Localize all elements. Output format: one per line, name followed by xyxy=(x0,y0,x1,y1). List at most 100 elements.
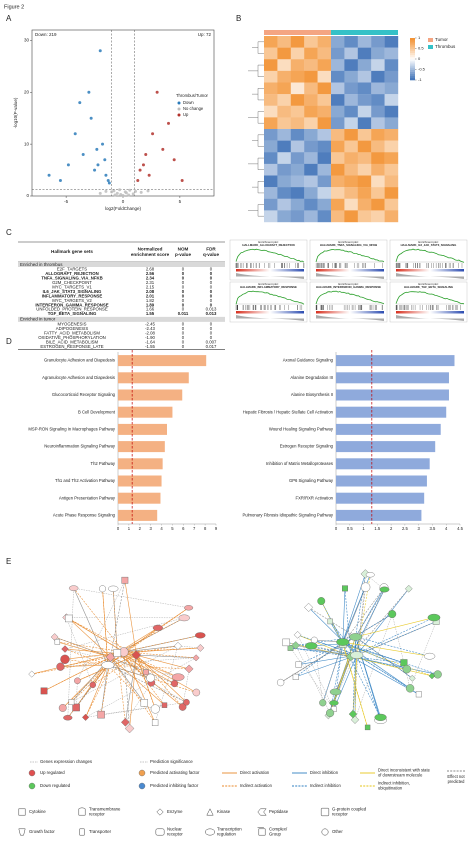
x-tick-label: 1.5 xyxy=(374,526,380,531)
heat-cell xyxy=(304,175,318,188)
legend-label: Transmembrane xyxy=(89,807,121,812)
panel-label: E xyxy=(6,557,11,566)
gsea-curve xyxy=(315,290,385,305)
heat-cell xyxy=(384,70,399,83)
legend-label: Up regulated xyxy=(40,770,65,775)
heat-cell xyxy=(277,36,291,48)
network-edge xyxy=(60,656,111,667)
point xyxy=(98,49,102,53)
network-edge xyxy=(68,618,124,653)
bar xyxy=(118,492,161,504)
gsea-curve xyxy=(235,290,305,305)
dendrogram xyxy=(252,134,264,147)
table-cell: 2.01 xyxy=(146,293,155,298)
network-node xyxy=(428,672,436,680)
network-node xyxy=(173,641,182,650)
legend-shape xyxy=(257,827,266,836)
table-cell: 0 xyxy=(210,322,213,327)
heat-cell xyxy=(384,94,399,106)
colorbar-label: -1 xyxy=(418,77,422,82)
x-tick-label: 3 xyxy=(417,526,420,531)
heat-cell xyxy=(317,36,332,48)
heat-cell xyxy=(371,210,385,223)
network-node xyxy=(108,585,119,592)
colorbar-step xyxy=(410,46,415,49)
table-cell: 1.82 xyxy=(146,298,155,303)
x-tick-label: 9 xyxy=(215,526,218,531)
network-node xyxy=(184,605,194,611)
heat-cell xyxy=(317,129,332,141)
x-tick-label: -5 xyxy=(64,199,68,204)
group-bar xyxy=(331,30,398,35)
legend-shape xyxy=(78,807,86,816)
network-node xyxy=(304,602,314,612)
bar xyxy=(118,372,189,384)
heat-cell xyxy=(317,152,332,165)
network-edge xyxy=(298,643,343,665)
table-cell: 0 xyxy=(210,284,213,289)
heat-cell xyxy=(277,105,291,118)
panel-label: A xyxy=(6,14,12,23)
point xyxy=(107,181,111,185)
x-tick-label: 2 xyxy=(390,526,393,531)
point xyxy=(78,101,82,105)
heat-cell xyxy=(331,175,345,188)
heat-cell xyxy=(331,36,345,48)
network-node xyxy=(404,584,413,593)
network-node xyxy=(68,699,75,705)
network-edge xyxy=(110,656,165,706)
heat-cell xyxy=(344,163,358,176)
heat-cell xyxy=(290,117,305,130)
heat-cell xyxy=(290,129,305,141)
network-edge xyxy=(75,652,118,708)
heat-cell xyxy=(371,117,385,130)
table-header: Hallmark gene sets xyxy=(51,249,93,254)
colorbar-step xyxy=(410,63,415,66)
heat-cell xyxy=(317,163,332,176)
table-cell: ADIPOGENESIS xyxy=(56,326,89,331)
heat-cell xyxy=(277,82,291,95)
heat-cell xyxy=(344,59,358,72)
table-cell: 0 xyxy=(210,330,213,335)
network-edge xyxy=(124,580,137,656)
panel-label: C xyxy=(6,228,12,237)
heat-cell xyxy=(331,94,345,106)
heat-cell xyxy=(344,152,358,165)
legend-label: Kinase xyxy=(217,809,231,814)
network-edge xyxy=(85,657,197,718)
network-edge xyxy=(295,654,357,678)
network-node xyxy=(184,664,194,674)
legend-shape xyxy=(156,808,164,816)
table-cell: 2.15 xyxy=(146,284,155,289)
table-cell: 0 xyxy=(182,298,185,303)
x-tick-label: 4 xyxy=(160,526,163,531)
heat-cell xyxy=(304,140,318,153)
heat-cell xyxy=(331,152,345,165)
section-band xyxy=(18,316,225,322)
x-tick-label: 4.5 xyxy=(457,526,463,531)
gsea-title: HALLMARK_IL6_JAK_STAT3_SIGNALING xyxy=(401,243,457,247)
heat-cell xyxy=(290,175,305,188)
x-tick-label: 0 xyxy=(117,526,120,531)
table-cell: 0 xyxy=(210,280,213,285)
category-label: Th2 Pathway xyxy=(91,461,116,466)
colorbar-step xyxy=(410,73,415,77)
legend-heading: Genes expression changes xyxy=(40,759,92,764)
network-node xyxy=(196,644,205,652)
network-node xyxy=(152,624,163,631)
network-node xyxy=(121,717,130,727)
legend-label: receptor xyxy=(167,832,183,837)
network-edge xyxy=(355,617,435,638)
table-cell: G2M_CHECKPOINT xyxy=(52,280,92,285)
network-node xyxy=(400,659,408,667)
gsea-title: HALLMARK_TGF_BETA_SIGNALING xyxy=(404,285,453,289)
network-edge xyxy=(342,643,404,664)
legend-label: Down regulated xyxy=(40,783,71,788)
heat-cell xyxy=(264,94,278,106)
gsea-metric xyxy=(316,315,384,321)
table-cell: 0 xyxy=(182,271,185,276)
category-label: Acute Phase Response Signaling xyxy=(53,513,116,518)
network-edge xyxy=(350,588,409,657)
network-node xyxy=(131,650,142,660)
point xyxy=(128,188,132,192)
